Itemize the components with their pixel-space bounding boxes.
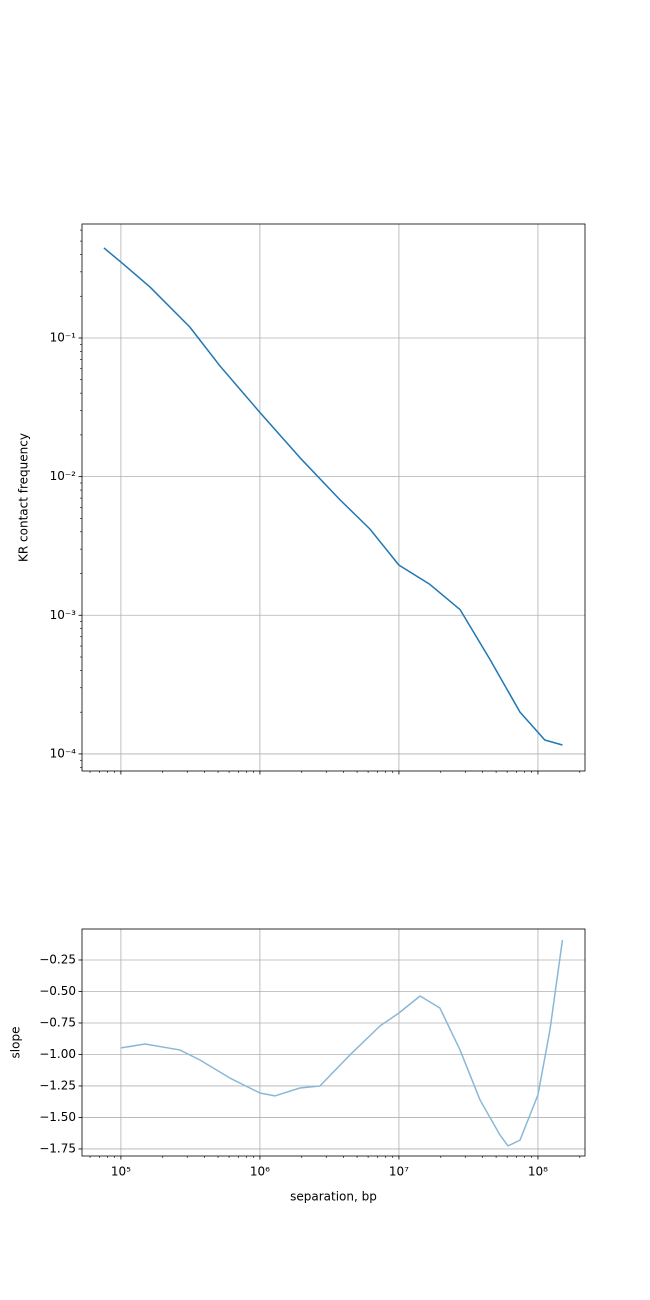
- y-axis-label: slope: [9, 1027, 23, 1059]
- y-tick-label: 10⁻¹: [50, 330, 77, 344]
- y-tick-label: −1.25: [39, 1078, 76, 1092]
- x-tick-label: 10⁵: [111, 1165, 131, 1179]
- y-tick-label: 10⁻²: [50, 469, 77, 483]
- y-axis-label: KR contact frequency: [17, 433, 31, 562]
- y-tick-label: 10⁻³: [50, 608, 77, 622]
- y-tick-label: −1.50: [39, 1110, 76, 1124]
- y-tick-label: −1.00: [39, 1047, 76, 1061]
- axes-frame: [81, 223, 586, 772]
- x-tick-label: 10⁷: [389, 1165, 409, 1179]
- y-tick-label: −0.50: [39, 984, 76, 998]
- y-tick-label: 10⁻⁴: [50, 746, 77, 760]
- data-line: [120, 939, 564, 1147]
- x-tick-label: 10⁸: [528, 1165, 548, 1179]
- y-tick-label: −0.75: [39, 1015, 76, 1029]
- y-tick-label: −1.75: [39, 1141, 76, 1155]
- x-axis-label: separation, bp: [290, 1190, 377, 1204]
- y-tick-label: −0.25: [39, 952, 76, 966]
- axes-frame: [81, 928, 586, 1157]
- x-tick-label: 10⁶: [250, 1165, 270, 1179]
- data-line: [103, 247, 563, 746]
